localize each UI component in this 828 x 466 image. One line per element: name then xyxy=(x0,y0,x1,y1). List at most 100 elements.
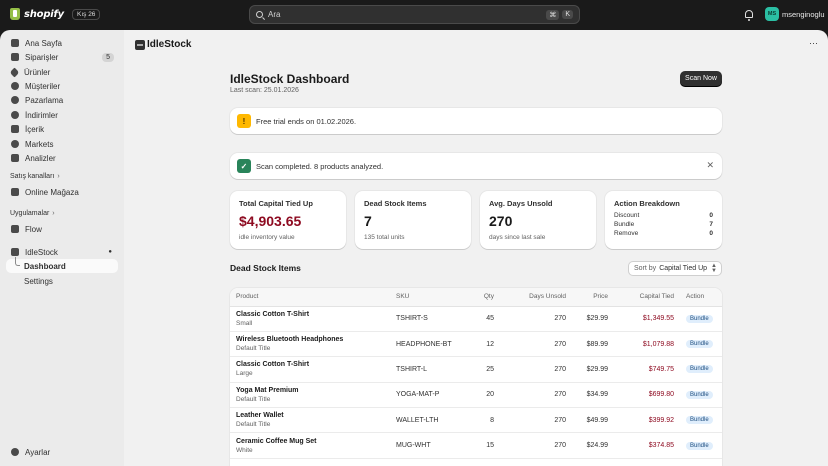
tree-connector xyxy=(15,257,20,266)
product-name[interactable]: Yoga Mat Premium xyxy=(236,386,299,394)
shortcut-cmd-key: ⌘ xyxy=(546,9,560,20)
avatar[interactable]: MS xyxy=(765,7,779,21)
breakdown-value: 0 xyxy=(709,212,713,219)
sidebar-item-label: Siparişler xyxy=(25,52,59,62)
table-row[interactable]: Ceramic Coffee Mug Set White MUG-WHT 15 270 $… xyxy=(230,432,722,459)
sidebar-item-online-store[interactable]: Online Mağaza xyxy=(6,185,118,199)
sidebar-item-app-settings[interactable]: Settings xyxy=(6,274,118,288)
column-header-capital-tied[interactable]: Capital Tied xyxy=(614,288,680,307)
breakdown-value: 0 xyxy=(709,230,713,237)
trial-banner: ! Free trial ends on 01.02.2026. xyxy=(230,108,722,134)
sidebar-item-orders[interactable]: Siparişler 5 xyxy=(6,50,118,64)
table-row[interactable]: Classic Cotton T-Shirt Small TSHIRT-S 45 270… xyxy=(230,306,722,332)
table-row[interactable]: Ceramic Coffee Mug Set xyxy=(230,458,722,466)
column-header-qty[interactable]: Qty xyxy=(468,288,500,307)
product-name[interactable]: Leather Wallet xyxy=(236,412,284,420)
main-content: IdleStock ··· IdleStock Dashboard Last s… xyxy=(124,30,828,466)
sidebar-item-customers[interactable]: Müşteriler xyxy=(6,79,118,93)
sidebar-item-idlestock[interactable]: IdleStock ● xyxy=(6,245,118,259)
cell-sku: MUG-WHT xyxy=(390,432,468,459)
apps-section[interactable]: Uygulamalar › xyxy=(10,210,55,217)
cell-qty: 25 xyxy=(468,356,500,383)
column-header-days-unsold[interactable]: Days Unsold xyxy=(500,288,572,307)
sidebar-item-dashboard[interactable]: Dashboard xyxy=(6,257,118,273)
pin-icon[interactable]: ● xyxy=(108,249,112,255)
product-name[interactable]: Classic Cotton T-Shirt xyxy=(236,310,310,318)
sidebar-item-label: Settings xyxy=(24,276,53,286)
cell-sku xyxy=(390,458,468,466)
sidebar-item-home[interactable]: Ana Sayfa xyxy=(6,36,118,50)
sidebar-item-flow[interactable]: Flow xyxy=(6,222,118,236)
cell-product: Leather Wallet Default Title xyxy=(230,407,390,434)
shopify-logo[interactable]: shopify Kış 26 xyxy=(10,8,101,20)
cell-sku: TSHIRT-L xyxy=(390,356,468,383)
orders-icon xyxy=(11,53,19,61)
column-header-action: Action xyxy=(680,288,722,307)
stat-card-dead-stock: Dead Stock Items 7 135 total units xyxy=(355,191,471,249)
product-variant: White xyxy=(236,446,253,454)
breakdown-row: Discount 0 xyxy=(614,212,713,219)
stat-label: Dead Stock Items xyxy=(364,199,427,208)
sidebar-item-label: Müşteriler xyxy=(25,81,61,91)
sidebar-item-marketing[interactable]: Pazarlama xyxy=(6,93,118,107)
breakdown-name: Remove xyxy=(614,230,639,237)
cell-capital-tied xyxy=(614,458,680,466)
cell-days-unsold: 270 xyxy=(500,432,572,459)
username[interactable]: msenginoglu xyxy=(782,10,825,19)
product-name[interactable]: Classic Cotton T-Shirt xyxy=(236,361,310,369)
cell-capital-tied: $399.92 xyxy=(614,407,680,434)
sales-channels-section[interactable]: Satış kanalları › xyxy=(10,173,60,180)
table-row[interactable]: Yoga Mat Premium Default Title YOGA-MAT-P 2… xyxy=(230,382,722,409)
bell-icon[interactable] xyxy=(745,10,753,21)
stat-value: 7 xyxy=(364,213,372,229)
sidebar-item-analytics[interactable]: Analizler xyxy=(6,151,118,165)
breakdown-value: 7 xyxy=(709,221,713,228)
cell-price: $89.99 xyxy=(572,331,614,358)
sidebar-item-discounts[interactable]: İndirimler xyxy=(6,108,118,122)
tag-icon xyxy=(9,67,20,77)
table-row[interactable]: Wireless Bluetooth Headphones Default Tit… xyxy=(230,331,722,358)
action-badge: Bundle xyxy=(686,340,713,349)
sidebar-item-products[interactable]: Ürünler xyxy=(6,65,118,79)
column-header-product[interactable]: Product xyxy=(230,288,390,307)
stat-subtext: days since last sale xyxy=(489,234,546,241)
sidebar-item-settings[interactable]: Ayarlar xyxy=(6,445,118,459)
cell-days-unsold: 270 xyxy=(500,407,572,434)
stat-label: Action Breakdown xyxy=(614,199,680,208)
sidebar-item-content[interactable]: İçerik xyxy=(6,122,118,136)
success-banner-text: Scan completed. 8 products analyzed. xyxy=(256,161,384,171)
sort-select[interactable]: Sort by Capital Tied Up ▲ ▼ xyxy=(628,261,722,276)
stat-subtext: 135 total units xyxy=(364,234,405,241)
search-bar[interactable]: Ara ⌘ K xyxy=(249,5,580,24)
stat-subtext: idle inventory value xyxy=(239,234,295,241)
stat-card-action-breakdown: Action Breakdown Discount 0 Bundle 7 Rem… xyxy=(605,191,722,249)
stat-value: 270 xyxy=(489,213,513,229)
sidebar-item-label: IdleStock xyxy=(25,247,58,257)
cell-price xyxy=(572,458,614,466)
product-name[interactable]: Ceramic Coffee Mug Set xyxy=(236,437,317,445)
column-header-price[interactable]: Price xyxy=(572,288,614,307)
checkmark-icon: ✓ xyxy=(237,159,251,173)
idlestock-app-icon xyxy=(135,40,145,50)
table-row[interactable]: Leather Wallet Default Title WALLET-LTH 8 27… xyxy=(230,407,722,434)
more-options-icon[interactable]: ··· xyxy=(809,38,818,48)
cell-qty: 12 xyxy=(468,331,500,358)
target-icon xyxy=(11,96,19,104)
scan-now-button[interactable]: Scan Now xyxy=(680,71,722,86)
stat-card-days-unsold: Avg. Days Unsold 270 days since last sal… xyxy=(480,191,596,249)
last-scan-text: Last scan: 25.01.2026 xyxy=(230,87,299,94)
sidebar-item-label: İçerik xyxy=(25,124,45,134)
cell-qty: 20 xyxy=(468,382,500,409)
product-variant: Small xyxy=(236,319,253,327)
cell-price: $34.99 xyxy=(572,382,614,409)
sidebar-item-label: Flow xyxy=(25,224,42,234)
close-icon[interactable]: ✕ xyxy=(706,160,714,170)
sidebar-item-label: İndirimler xyxy=(25,110,58,120)
shortcut-k-key: K xyxy=(562,10,573,19)
product-name[interactable]: Wireless Bluetooth Headphones xyxy=(236,336,344,344)
product-variant: Default Title xyxy=(236,345,271,353)
table-row[interactable]: Classic Cotton T-Shirt Large TSHIRT-L 25 270… xyxy=(230,356,722,383)
column-header-sku[interactable]: SKU xyxy=(390,288,468,307)
sidebar-item-markets[interactable]: Markets xyxy=(6,137,118,151)
cell-days-unsold: 270 xyxy=(500,382,572,409)
